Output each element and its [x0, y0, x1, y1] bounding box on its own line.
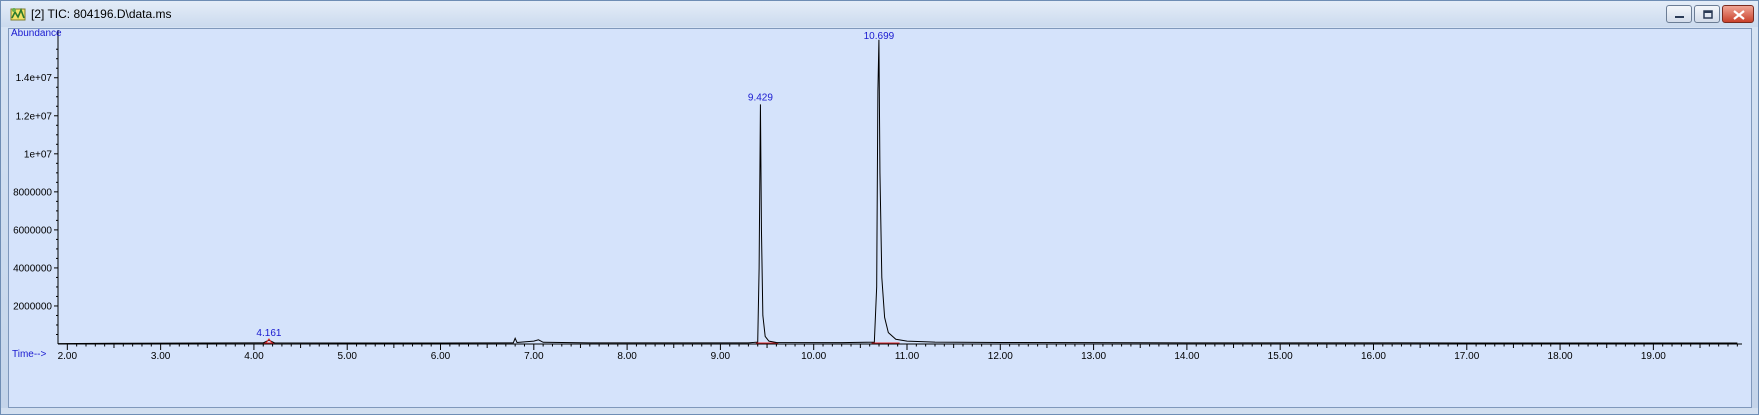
- x-tick-label: 10.00: [801, 351, 826, 362]
- x-tick-label: 2.00: [58, 351, 78, 362]
- x-tick-label: 12.00: [988, 351, 1013, 362]
- peak-label: 4.161: [256, 328, 281, 339]
- x-tick-label: 14.00: [1174, 351, 1199, 362]
- x-tick-label: 9.00: [711, 351, 731, 362]
- close-button[interactable]: [1722, 5, 1754, 23]
- x-tick-label: 3.00: [151, 351, 171, 362]
- y-tick-label: 2000000: [13, 301, 52, 312]
- peak-label: 10.699: [864, 31, 895, 42]
- restore-icon: [1703, 10, 1713, 19]
- y-tick-label: 1.4e+07: [16, 73, 53, 84]
- x-tick-label: 15.00: [1268, 351, 1293, 362]
- x-tick-label: 5.00: [337, 351, 357, 362]
- x-tick-label: 6.00: [431, 351, 451, 362]
- peak-label: 9.429: [748, 92, 773, 103]
- x-tick-label: 19.00: [1641, 351, 1666, 362]
- title-bar[interactable]: [2] TIC: 804196.D\data.ms: [1, 1, 1758, 27]
- x-tick-label: 7.00: [524, 351, 544, 362]
- y-tick-label: 1e+07: [24, 149, 53, 160]
- minimize-icon: [1675, 16, 1684, 18]
- window-title: [2] TIC: 804196.D\data.ms: [31, 7, 172, 21]
- x-tick-label: 8.00: [617, 351, 637, 362]
- peak-marker: [265, 338, 273, 344]
- x-tick-label: 18.00: [1548, 351, 1573, 362]
- plot-area[interactable]: Abundance Time--> 2000000 4000000 6000000 800…: [8, 28, 1752, 408]
- y-tick-label: 8000000: [13, 187, 52, 198]
- x-tick-label: 16.00: [1361, 351, 1386, 362]
- y-tick-label: 1.2e+07: [16, 111, 53, 122]
- x-tick-label: 13.00: [1081, 351, 1106, 362]
- x-tick-label: 17.00: [1454, 351, 1479, 362]
- minimize-button[interactable]: [1666, 5, 1692, 23]
- x-tick-label: 11.00: [895, 351, 920, 362]
- chromatogram-app-icon: [10, 7, 26, 21]
- chromatogram-chart: Abundance Time--> 2000000 4000000 6000000 800…: [11, 28, 1742, 362]
- y-tick-label: 6000000: [13, 225, 52, 236]
- x-axis-label: Time-->: [12, 349, 47, 360]
- y-axis-label: Abundance: [11, 29, 62, 39]
- restore-button[interactable]: [1694, 5, 1720, 23]
- tic-trace-series-0: [57, 39, 1738, 345]
- close-icon: [1733, 10, 1745, 20]
- x-tick-label: 4.00: [244, 351, 264, 362]
- y-tick-label: 4000000: [13, 263, 52, 274]
- window-bottom-edge: [1, 408, 1758, 414]
